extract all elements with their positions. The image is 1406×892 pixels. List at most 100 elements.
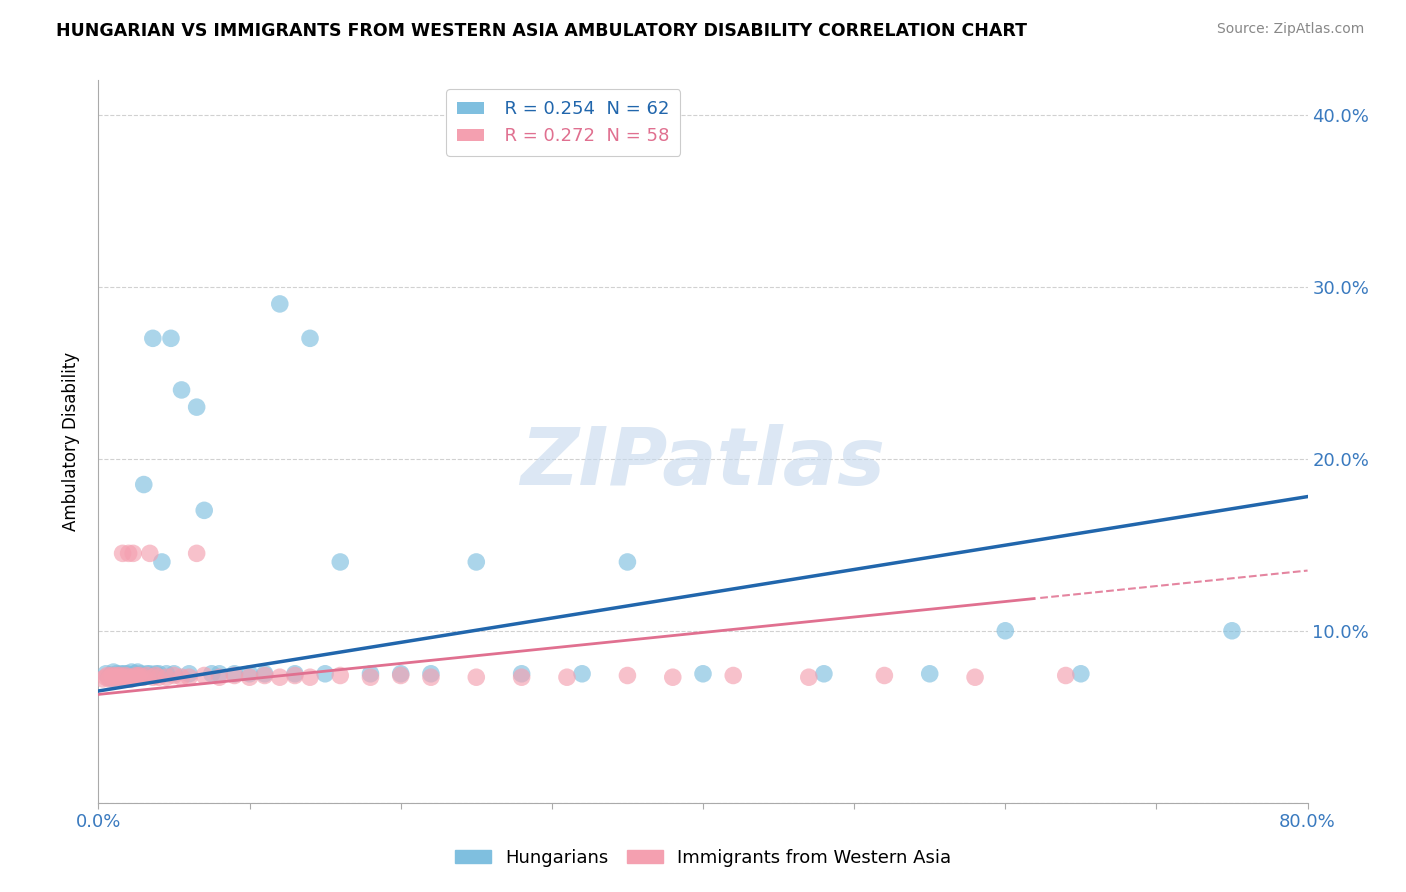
Text: HUNGARIAN VS IMMIGRANTS FROM WESTERN ASIA AMBULATORY DISABILITY CORRELATION CHAR: HUNGARIAN VS IMMIGRANTS FROM WESTERN ASI…	[56, 22, 1028, 40]
Point	[299, 331, 322, 345]
Point	[661, 670, 683, 684]
Point	[571, 666, 593, 681]
Point	[389, 668, 412, 682]
Point	[465, 555, 488, 569]
Point	[105, 668, 128, 682]
Point	[107, 670, 129, 684]
Point	[1070, 666, 1092, 681]
Point	[110, 670, 132, 684]
Legend:   R = 0.254  N = 62,   R = 0.272  N = 58: R = 0.254 N = 62, R = 0.272 N = 58	[446, 89, 681, 156]
Point	[965, 670, 987, 684]
Point	[122, 546, 145, 560]
Point	[125, 670, 148, 684]
Point	[284, 668, 307, 682]
Point	[510, 670, 533, 684]
Point	[329, 668, 352, 682]
Point	[616, 668, 638, 682]
Legend: Hungarians, Immigrants from Western Asia: Hungarians, Immigrants from Western Asia	[447, 842, 959, 874]
Point	[186, 546, 208, 560]
Point	[114, 670, 136, 684]
Point	[329, 555, 352, 569]
Point	[723, 668, 745, 682]
Point	[127, 670, 149, 684]
Point	[127, 665, 149, 679]
Point	[170, 383, 193, 397]
Point	[163, 668, 186, 682]
Point	[145, 668, 167, 682]
Point	[114, 668, 136, 682]
Point	[201, 666, 224, 681]
Point	[208, 666, 231, 681]
Point	[103, 665, 125, 679]
Point	[98, 670, 121, 684]
Point	[139, 546, 162, 560]
Point	[118, 546, 141, 560]
Point	[101, 668, 124, 682]
Point	[105, 666, 128, 681]
Point	[124, 666, 146, 681]
Point	[103, 668, 125, 682]
Point	[208, 670, 231, 684]
Point	[150, 555, 173, 569]
Point	[129, 670, 152, 684]
Point	[91, 672, 114, 686]
Point	[163, 666, 186, 681]
Point	[797, 670, 820, 684]
Point	[121, 665, 143, 679]
Point	[389, 666, 412, 681]
Text: Source: ZipAtlas.com: Source: ZipAtlas.com	[1216, 22, 1364, 37]
Point	[465, 670, 488, 684]
Point	[918, 666, 941, 681]
Point	[142, 670, 165, 684]
Point	[360, 670, 382, 684]
Point	[239, 666, 262, 681]
Point	[100, 668, 122, 682]
Point	[112, 666, 135, 681]
Point	[284, 666, 307, 681]
Point	[179, 666, 201, 681]
Point	[616, 555, 638, 569]
Point	[193, 503, 215, 517]
Point	[94, 670, 117, 684]
Point	[1220, 624, 1243, 638]
Point	[100, 670, 122, 684]
Point	[186, 400, 208, 414]
Point	[107, 668, 129, 682]
Point	[224, 666, 246, 681]
Point	[692, 666, 714, 681]
Point	[124, 670, 146, 684]
Point	[111, 546, 134, 560]
Point	[121, 672, 143, 686]
Point	[135, 666, 157, 681]
Point	[269, 297, 291, 311]
Point	[110, 666, 132, 681]
Point	[103, 670, 125, 684]
Point	[269, 670, 291, 684]
Point	[170, 670, 193, 684]
Point	[120, 672, 142, 686]
Text: ZIPatlas: ZIPatlas	[520, 425, 886, 502]
Point	[120, 670, 142, 684]
Point	[98, 672, 121, 686]
Point	[179, 670, 201, 684]
Point	[104, 670, 127, 684]
Point	[160, 331, 183, 345]
Point	[139, 666, 162, 681]
Point	[129, 666, 152, 681]
Point	[314, 666, 336, 681]
Point	[145, 666, 167, 681]
Point	[110, 670, 132, 684]
Point	[253, 666, 276, 681]
Point	[96, 668, 118, 682]
Point	[94, 666, 117, 681]
Point	[239, 670, 262, 684]
Point	[510, 666, 533, 681]
Point	[420, 670, 443, 684]
Point	[299, 670, 322, 684]
Point	[112, 670, 135, 684]
Point	[224, 668, 246, 682]
Point	[118, 668, 141, 682]
Y-axis label: Ambulatory Disability: Ambulatory Disability	[62, 352, 80, 531]
Point	[360, 666, 382, 681]
Point	[128, 668, 150, 682]
